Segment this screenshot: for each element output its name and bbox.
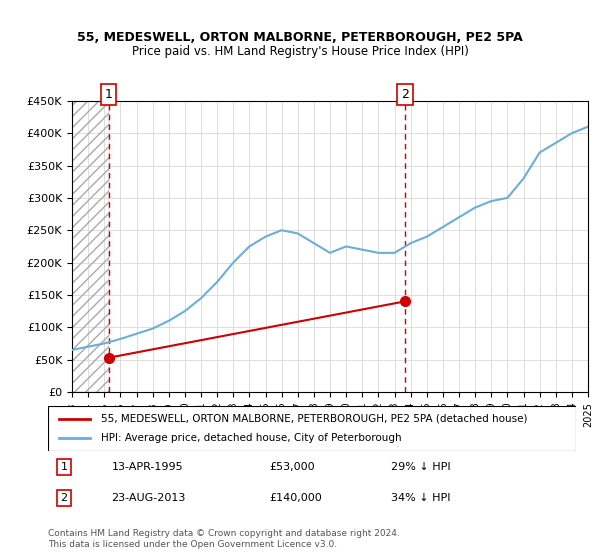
Bar xyxy=(72,101,109,392)
Text: £53,000: £53,000 xyxy=(270,462,316,472)
Text: 55, MEDESWELL, ORTON MALBORNE, PETERBOROUGH, PE2 5PA: 55, MEDESWELL, ORTON MALBORNE, PETERBORO… xyxy=(77,31,523,44)
Text: 2: 2 xyxy=(401,88,409,101)
Text: HPI: Average price, detached house, City of Peterborough: HPI: Average price, detached house, City… xyxy=(101,433,401,444)
Text: 1: 1 xyxy=(61,462,67,472)
Text: Contains HM Land Registry data © Crown copyright and database right 2024.
This d: Contains HM Land Registry data © Crown c… xyxy=(48,529,400,549)
Text: £140,000: £140,000 xyxy=(270,493,323,503)
Text: 13-APR-1995: 13-APR-1995 xyxy=(112,462,183,472)
Text: 55, MEDESWELL, ORTON MALBORNE, PETERBOROUGH, PE2 5PA (detached house): 55, MEDESWELL, ORTON MALBORNE, PETERBORO… xyxy=(101,413,527,423)
Text: 34% ↓ HPI: 34% ↓ HPI xyxy=(391,493,451,503)
FancyBboxPatch shape xyxy=(48,406,576,451)
Text: 23-AUG-2013: 23-AUG-2013 xyxy=(112,493,186,503)
Text: 1: 1 xyxy=(105,88,113,101)
Text: 2: 2 xyxy=(60,493,67,503)
Text: Price paid vs. HM Land Registry's House Price Index (HPI): Price paid vs. HM Land Registry's House … xyxy=(131,45,469,58)
Text: 29% ↓ HPI: 29% ↓ HPI xyxy=(391,462,451,472)
